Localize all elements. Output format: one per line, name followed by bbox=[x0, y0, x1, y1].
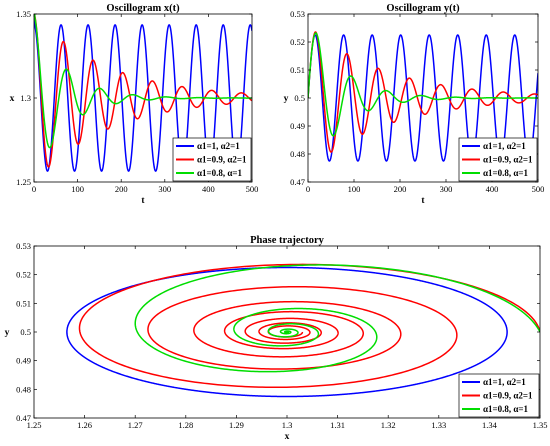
x-tick-label-x: 100 bbox=[71, 184, 84, 194]
x-tick-label-y: 0 bbox=[306, 184, 310, 194]
chart-title-x: Oscillogram x(t) bbox=[106, 3, 180, 14]
legend-y: α1=1, α2=1 α1=0.9, α2=1 α1=0.8, α=1 bbox=[458, 137, 538, 182]
y-tick-label-y: 0.49 bbox=[290, 121, 305, 131]
legend-label-y-1: α1=0.9, α2=1 bbox=[483, 155, 533, 165]
legend-label-x-2: α1=0.8, α=1 bbox=[197, 168, 243, 178]
y-tick-label-x: 1.35 bbox=[16, 9, 31, 19]
x-tick-label-x: 200 bbox=[115, 184, 128, 194]
legend-phase: α1=1, α2=1 α1=0.9, α2=1 α1=0.8, α=1 bbox=[458, 373, 540, 418]
legend-label-y-0: α1=1, α2=1 bbox=[483, 141, 526, 151]
y-axis-label-x: x bbox=[10, 94, 15, 104]
legend-label-x-1: α1=0.9, α2=1 bbox=[197, 155, 247, 165]
legend-label-phase-1: α1=0.9, α2=1 bbox=[483, 391, 533, 401]
legend-label-phase-0: α1=1, α2=1 bbox=[483, 377, 526, 387]
x-tick-label-phase: 1.31 bbox=[330, 420, 345, 430]
y-tick-label-y: 0.48 bbox=[290, 149, 305, 159]
series-line-x-2 bbox=[34, 14, 252, 149]
y-tick-label-phase: 0.51 bbox=[16, 298, 31, 308]
series-line-phase-0 bbox=[66, 266, 508, 398]
y-tick-label-phase: 0.48 bbox=[16, 384, 31, 394]
y-tick-label-phase: 0.49 bbox=[16, 356, 31, 366]
legend-label-y-2: α1=0.8, α=1 bbox=[483, 168, 529, 178]
chart-title-y: Oscillogram y(t) bbox=[386, 3, 460, 14]
legend-x: α1=1, α2=1 α1=0.9, α2=1 α1=0.8, α=1 bbox=[172, 137, 252, 182]
y-axis-label-y: y bbox=[284, 94, 289, 104]
y-tick-label-x: 1.25 bbox=[16, 177, 31, 187]
y-tick-label-x: 1.3 bbox=[20, 93, 31, 103]
y-tick-label-y: 0.5 bbox=[294, 93, 305, 103]
y-tick-label-phase: 0.52 bbox=[16, 270, 31, 280]
x-tick-label-x: 500 bbox=[246, 184, 259, 194]
x-tick-label-phase: 1.29 bbox=[229, 420, 244, 430]
series-line-y-2 bbox=[308, 32, 538, 137]
legend-label-x-0: α1=1, α2=1 bbox=[197, 141, 240, 151]
x-tick-label-x: 0 bbox=[32, 184, 36, 194]
x-tick-label-phase: 1.34 bbox=[482, 420, 498, 430]
series-line-x-0 bbox=[34, 14, 252, 172]
y-tick-label-phase: 0.5 bbox=[20, 327, 31, 337]
x-tick-label-y: 500 bbox=[532, 184, 545, 194]
x-tick-label-phase: 1.28 bbox=[178, 420, 193, 430]
x-tick-label-x: 400 bbox=[202, 184, 215, 194]
x-tick-label-phase: 1.32 bbox=[381, 420, 396, 430]
y-tick-label-y: 0.47 bbox=[290, 177, 305, 187]
chart-phase: 1.25 1.26 1.27 1.28 1.29 1.3 1.31 1.32 1.33 1.34 1… bbox=[5, 235, 548, 442]
y-tick-label-phase: 0.53 bbox=[16, 241, 31, 251]
series-line-x-1 bbox=[34, 14, 252, 168]
x-axis-label-x: t bbox=[141, 196, 145, 206]
x-axis-label-y: t bbox=[421, 196, 425, 206]
legend-label-phase-2: α1=0.8, α=1 bbox=[483, 404, 529, 414]
x-tick-label-phase: 1.25 bbox=[27, 420, 42, 430]
x-tick-label-x: 300 bbox=[158, 184, 171, 194]
chart-y: 0 100 200 300 400 500 0.47 0.48 0.49 0.5 0.51 0.52 0… bbox=[284, 3, 545, 206]
x-tick-label-y: 100 bbox=[348, 184, 361, 194]
y-tick-label-y: 0.51 bbox=[290, 65, 305, 75]
series-line-y-1 bbox=[308, 31, 538, 153]
y-tick-label-phase: 0.47 bbox=[16, 413, 31, 423]
y-tick-label-y: 0.53 bbox=[290, 9, 305, 19]
x-tick-label-phase: 1.27 bbox=[128, 420, 143, 430]
chart-title-phase: Phase trajectory bbox=[250, 235, 325, 246]
y-axis-label-phase: y bbox=[5, 328, 10, 338]
series-line-phase-2 bbox=[134, 264, 540, 373]
x-tick-label-phase: 1.26 bbox=[77, 420, 92, 430]
x-tick-label-phase: 1.33 bbox=[431, 420, 446, 430]
x-axis-label-phase: x bbox=[285, 432, 290, 442]
chart-x: 0 100 200 300 400 500 1.25 1.3 1.35 Oscillogram x… bbox=[10, 3, 259, 206]
x-tick-label-y: 400 bbox=[486, 184, 499, 194]
y-tick-label-y: 0.52 bbox=[290, 37, 305, 47]
x-tick-label-phase: 1.3 bbox=[282, 420, 293, 430]
x-tick-label-y: 300 bbox=[440, 184, 453, 194]
x-tick-label-phase: 1.35 bbox=[533, 420, 548, 430]
series-line-phase-1 bbox=[78, 263, 540, 389]
x-tick-label-y: 200 bbox=[394, 184, 407, 194]
